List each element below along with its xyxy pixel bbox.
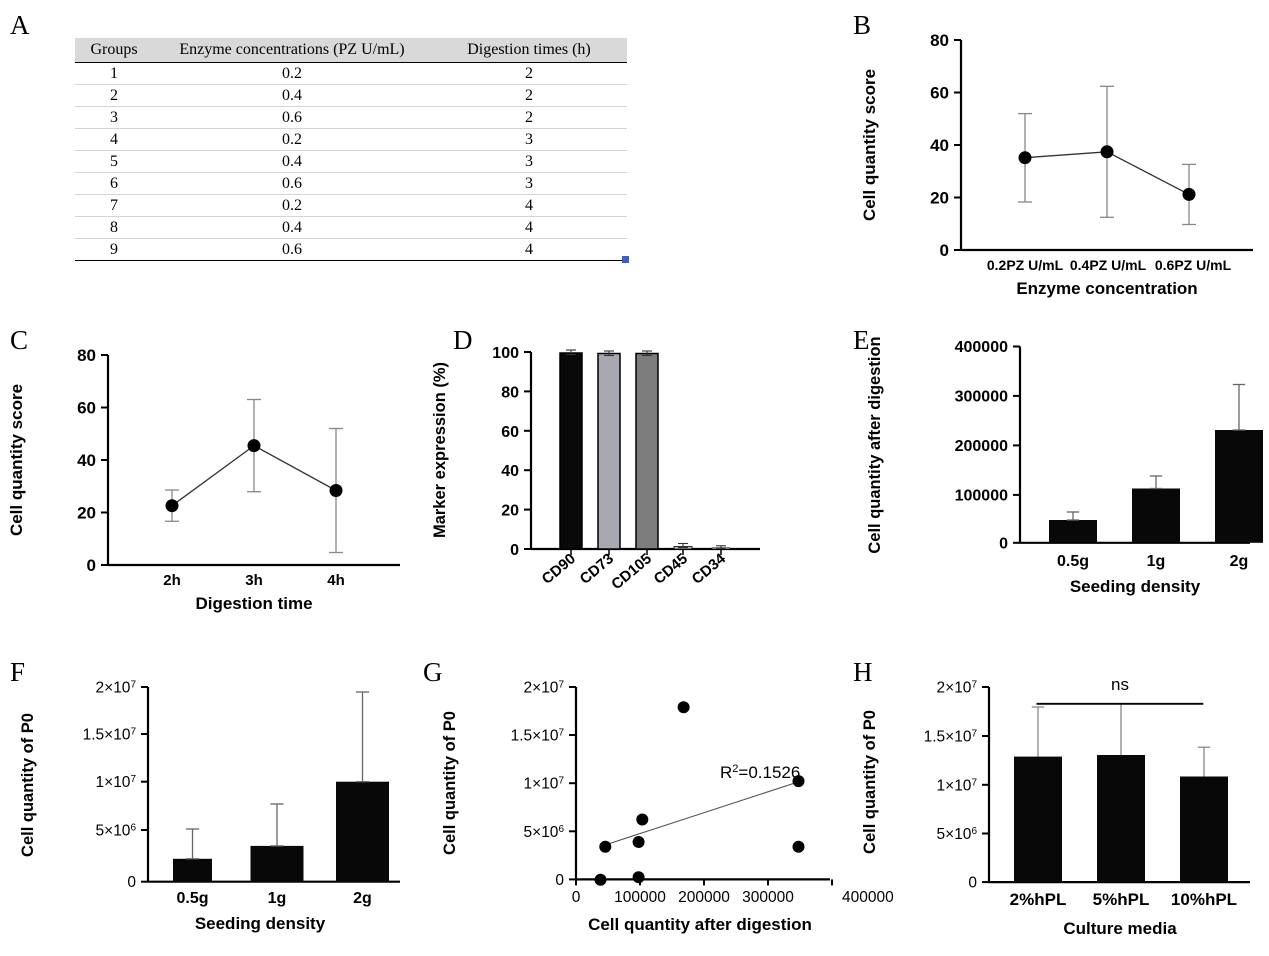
svg-text:ns: ns xyxy=(1111,675,1129,694)
svg-text:0.5g: 0.5g xyxy=(1057,553,1089,570)
svg-text:Marker expression (%): Marker expression (%) xyxy=(431,362,449,538)
svg-text:300000: 300000 xyxy=(955,388,1008,405)
svg-text:5×106: 5×106 xyxy=(524,823,565,841)
svg-text:CD90: CD90 xyxy=(539,550,579,588)
svg-text:400000: 400000 xyxy=(955,339,1008,356)
svg-text:CD45: CD45 xyxy=(651,550,691,588)
svg-text:1.5×107: 1.5×107 xyxy=(83,726,137,744)
svg-text:0: 0 xyxy=(968,875,977,892)
svg-text:0: 0 xyxy=(999,535,1008,552)
svg-text:5%hPL: 5%hPL xyxy=(1093,890,1150,909)
svg-text:0.6PZ U/mL: 0.6PZ U/mL xyxy=(1155,257,1232,273)
svg-text:100000: 100000 xyxy=(614,889,666,906)
svg-text:3h: 3h xyxy=(245,572,263,589)
svg-text:40: 40 xyxy=(77,451,96,470)
svg-text:Cell quantity score: Cell quantity score xyxy=(7,384,26,536)
svg-text:2%hPL: 2%hPL xyxy=(1010,890,1067,909)
svg-text:80: 80 xyxy=(501,384,519,401)
svg-text:Cell quantity of P0: Cell quantity of P0 xyxy=(19,713,37,857)
svg-text:80: 80 xyxy=(77,346,96,365)
svg-text:0.5g: 0.5g xyxy=(176,890,208,907)
svg-text:1×107: 1×107 xyxy=(524,775,565,793)
svg-text:80: 80 xyxy=(930,31,949,50)
svg-text:CD34: CD34 xyxy=(689,550,730,588)
svg-text:Digestion time: Digestion time xyxy=(195,594,312,613)
svg-text:40: 40 xyxy=(930,136,949,155)
svg-text:Seeding density: Seeding density xyxy=(195,914,326,933)
svg-text:5×106: 5×106 xyxy=(96,822,137,840)
svg-text:0.4PZ U/mL: 0.4PZ U/mL xyxy=(1070,257,1147,273)
svg-text:300000: 300000 xyxy=(742,889,794,906)
svg-text:2×107: 2×107 xyxy=(524,679,565,697)
svg-text:Seeding density: Seeding density xyxy=(1070,577,1201,596)
svg-text:0: 0 xyxy=(555,872,564,889)
svg-text:200000: 200000 xyxy=(955,438,1008,455)
svg-text:100: 100 xyxy=(492,345,519,362)
svg-text:Culture media: Culture media xyxy=(1063,919,1177,938)
svg-text:CD105: CD105 xyxy=(608,550,655,593)
svg-text:Cell quantity after digestion: Cell quantity after digestion xyxy=(866,336,884,553)
svg-text:20: 20 xyxy=(501,503,519,520)
svg-text:2g: 2g xyxy=(1230,553,1249,570)
svg-text:Cell quantity score: Cell quantity score xyxy=(860,69,879,221)
svg-text:200000: 200000 xyxy=(678,889,730,906)
svg-text:0: 0 xyxy=(572,889,581,906)
svg-text:20: 20 xyxy=(930,189,949,208)
svg-text:1g: 1g xyxy=(1147,553,1166,570)
svg-text:1.5×107: 1.5×107 xyxy=(511,727,565,745)
svg-text:40: 40 xyxy=(501,463,519,480)
svg-text:60: 60 xyxy=(930,84,949,103)
svg-text:R2=0.1526: R2=0.1526 xyxy=(720,763,800,782)
svg-text:0.2PZ U/mL: 0.2PZ U/mL xyxy=(987,257,1064,273)
svg-text:Cell quantity of P0: Cell quantity of P0 xyxy=(441,711,459,855)
svg-text:2×107: 2×107 xyxy=(96,679,137,697)
svg-text:Enzyme concentration: Enzyme concentration xyxy=(1016,279,1197,298)
svg-text:1.5×107: 1.5×107 xyxy=(924,728,978,746)
svg-text:10%hPL: 10%hPL xyxy=(1171,890,1237,909)
svg-text:60: 60 xyxy=(77,399,96,418)
svg-text:1×107: 1×107 xyxy=(96,774,137,792)
svg-text:0: 0 xyxy=(510,542,519,559)
svg-text:60: 60 xyxy=(501,424,519,441)
svg-text:Cell quantity of P0: Cell quantity of P0 xyxy=(861,710,879,854)
svg-text:2×107: 2×107 xyxy=(937,679,978,697)
svg-text:1g: 1g xyxy=(268,890,287,907)
svg-text:2g: 2g xyxy=(353,890,372,907)
svg-text:4h: 4h xyxy=(327,572,345,589)
svg-text:0: 0 xyxy=(940,241,949,260)
svg-text:5×106: 5×106 xyxy=(937,826,978,844)
svg-text:Cell quantity after digestion: Cell quantity after digestion xyxy=(588,915,812,934)
svg-text:0: 0 xyxy=(87,556,96,575)
svg-text:20: 20 xyxy=(77,504,96,523)
svg-text:100000: 100000 xyxy=(955,487,1008,504)
svg-text:0: 0 xyxy=(127,874,136,891)
svg-text:1×107: 1×107 xyxy=(937,777,978,795)
svg-text:2h: 2h xyxy=(163,572,181,589)
